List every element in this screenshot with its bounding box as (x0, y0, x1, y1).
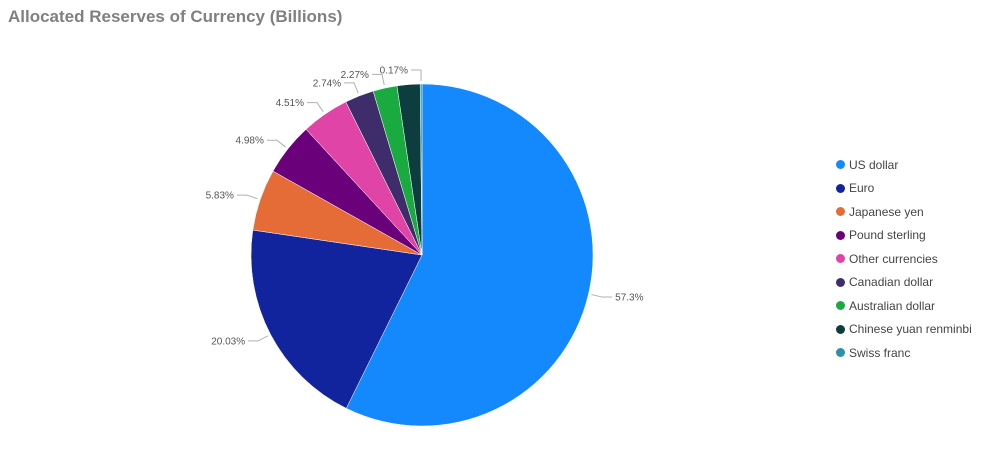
legend-swatch (836, 254, 845, 264)
legend-swatch (836, 207, 845, 217)
legend-swatch (836, 301, 845, 311)
legend-item-euro[interactable]: Euro (836, 177, 972, 201)
legend-item-us-dollar[interactable]: US dollar (836, 153, 972, 177)
legend-swatch (836, 230, 845, 240)
leader-line-canadian-dollar (344, 82, 359, 94)
legend-swatch (836, 324, 845, 334)
legend-label: Swiss franc (849, 345, 911, 360)
legend-label: Chinese yuan renminbi (849, 322, 972, 337)
legend: US dollar Euro Japanese yen Pound sterling O… (836, 153, 972, 365)
legend-swatch (836, 183, 845, 193)
leader-line-other-currencies (307, 102, 324, 113)
data-label-australian-dollar: 2.27% (341, 70, 369, 81)
leader-line-swiss-franc (411, 69, 422, 82)
chart-title: Allocated Reserves of Currency (Billions… (8, 7, 343, 26)
legend-item-canadian-dollar[interactable]: Canadian dollar (836, 271, 972, 295)
legend-label: Canadian dollar (849, 275, 934, 290)
legend-item-chinese-yuan-renminbi[interactable]: Chinese yuan renminbi (836, 318, 972, 342)
data-label-canadian-dollar: 2.74% (313, 78, 341, 89)
legend-label: Japanese yen (849, 204, 924, 219)
leader-line-australian-dollar (371, 73, 385, 86)
leader-line-us-dollar (591, 294, 613, 298)
legend-swatch (836, 277, 845, 287)
legend-label: Other currencies (849, 251, 938, 266)
pie-slice-us-dollar[interactable] (345, 83, 594, 427)
data-label-swiss-franc: 0.17% (380, 66, 408, 77)
pie-slice-euro[interactable] (250, 229, 423, 409)
legend-label: Euro (849, 181, 875, 196)
data-label-pound-sterling: 4.98% (236, 136, 264, 147)
data-label-japanese-yen: 5.83% (206, 191, 234, 202)
legend-label: US dollar (849, 157, 899, 172)
legend-item-other-currencies[interactable]: Other currencies (836, 247, 972, 271)
legend-swatch (836, 160, 845, 170)
legend-item-pound-sterling[interactable]: Pound sterling (836, 224, 972, 248)
legend-label: Pound sterling (849, 228, 926, 243)
legend-swatch (836, 348, 845, 358)
data-label-other-currencies: 4.51% (276, 98, 304, 109)
legend-label: Australian dollar (849, 298, 936, 313)
pie-slice-swiss-franc[interactable] (419, 83, 423, 256)
legend-item-swiss-franc[interactable]: Swiss franc (836, 341, 972, 365)
leader-line-japanese-yen (236, 194, 258, 200)
data-label-euro: 20.03% (211, 336, 245, 347)
leader-line-pound-sterling (266, 139, 286, 148)
data-label-us-dollar: 57.3% (615, 293, 643, 304)
leader-line-euro (248, 335, 269, 342)
legend-item-japanese-yen[interactable]: Japanese yen (836, 200, 972, 224)
legend-item-australian-dollar[interactable]: Australian dollar (836, 294, 972, 318)
